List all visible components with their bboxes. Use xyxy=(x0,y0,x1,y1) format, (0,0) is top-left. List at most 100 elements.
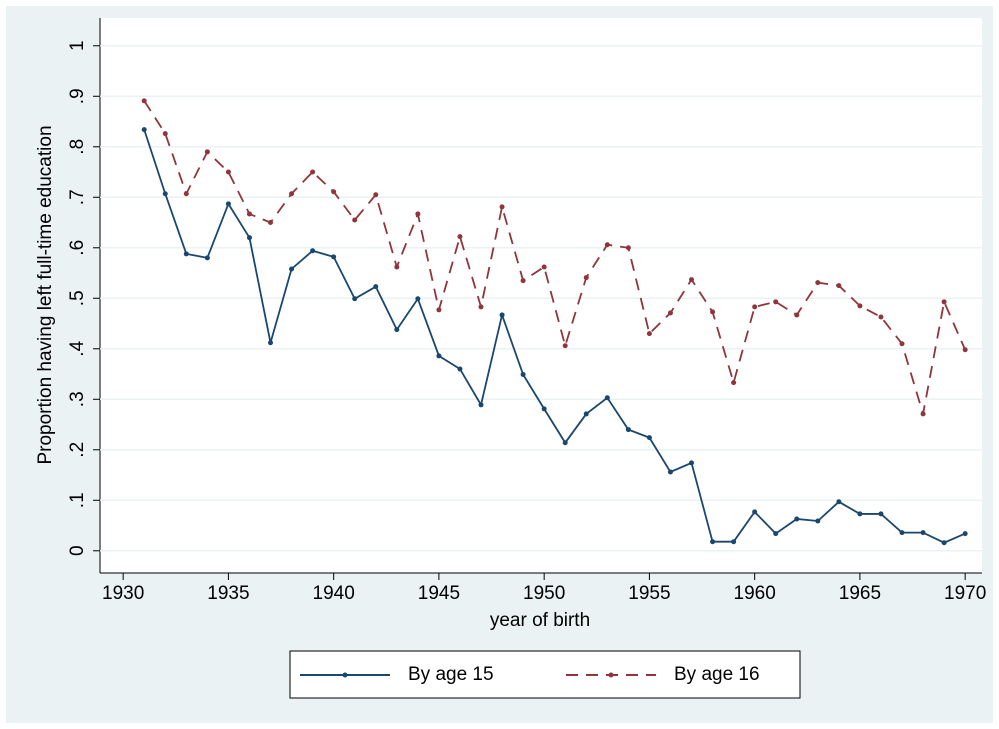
point xyxy=(225,169,231,175)
y-tick-label: .9 xyxy=(67,88,88,104)
x-tick-label: 1965 xyxy=(839,583,881,604)
point xyxy=(899,530,905,536)
point xyxy=(604,395,610,401)
point xyxy=(436,307,442,313)
y-axis-title: Proportion having left full-time educati… xyxy=(35,125,56,464)
y-tick-label: .4 xyxy=(67,340,88,356)
point xyxy=(794,516,800,522)
legend-label: By age 16 xyxy=(674,664,760,685)
point xyxy=(289,191,295,197)
point xyxy=(141,127,147,133)
y-tick-label: .5 xyxy=(67,290,88,306)
point xyxy=(289,266,295,272)
plot-area xyxy=(100,18,982,573)
x-tick-label: 1955 xyxy=(628,583,670,604)
x-tick-label: 1950 xyxy=(523,583,565,604)
point xyxy=(415,211,421,217)
point xyxy=(162,191,168,197)
point xyxy=(204,149,210,155)
point xyxy=(625,245,631,251)
point xyxy=(394,327,400,333)
point xyxy=(731,380,737,386)
point xyxy=(962,347,968,353)
point xyxy=(478,402,484,408)
point xyxy=(457,234,463,240)
point xyxy=(773,299,779,305)
point xyxy=(225,201,231,207)
point xyxy=(920,411,926,417)
point xyxy=(520,372,526,378)
point xyxy=(141,98,147,104)
y-tick-label: .3 xyxy=(67,391,88,407)
point xyxy=(499,204,505,210)
y-tick-label: .6 xyxy=(67,240,88,256)
point xyxy=(941,299,947,305)
point xyxy=(815,280,821,286)
point xyxy=(731,539,737,545)
y-tick-label: .7 xyxy=(67,189,88,205)
point xyxy=(331,254,337,260)
point xyxy=(562,343,568,349)
point xyxy=(689,460,695,466)
point xyxy=(415,296,421,302)
point xyxy=(667,310,673,316)
point xyxy=(794,312,800,318)
point xyxy=(436,353,442,359)
point xyxy=(352,217,358,223)
point xyxy=(752,509,758,515)
point xyxy=(478,304,484,310)
point xyxy=(815,518,821,524)
y-tick-label: 1 xyxy=(67,40,88,51)
point xyxy=(310,169,316,175)
series-line xyxy=(143,129,966,544)
point xyxy=(583,275,589,281)
point xyxy=(162,131,168,137)
series-line xyxy=(143,100,966,415)
y-tick-label: .8 xyxy=(67,139,88,155)
y-tick-label: .1 xyxy=(67,492,88,508)
point xyxy=(183,191,189,197)
point xyxy=(541,406,547,412)
y-tick-label: .2 xyxy=(67,442,88,458)
y-tick-label: 0 xyxy=(67,545,88,556)
legend-swatch xyxy=(342,672,348,678)
point xyxy=(667,469,673,475)
point xyxy=(499,312,505,318)
point xyxy=(773,531,779,537)
point xyxy=(183,251,189,257)
point xyxy=(562,440,568,446)
point xyxy=(689,277,695,283)
point xyxy=(878,314,884,320)
point xyxy=(836,499,842,505)
legend-label: By age 15 xyxy=(408,664,494,685)
point xyxy=(646,435,652,441)
point xyxy=(331,189,337,195)
point xyxy=(604,242,610,248)
point xyxy=(310,248,316,254)
x-tick-label: 1945 xyxy=(418,583,460,604)
point xyxy=(941,540,947,546)
x-axis-title: year of birth xyxy=(490,610,590,631)
point xyxy=(899,341,905,347)
point xyxy=(268,220,274,226)
point xyxy=(541,264,547,270)
x-tick-label: 1930 xyxy=(102,583,144,604)
point xyxy=(268,340,274,346)
x-tick-label: 1960 xyxy=(734,583,776,604)
point xyxy=(878,511,884,517)
x-tick-label: 1940 xyxy=(313,583,355,604)
point xyxy=(710,309,716,315)
point xyxy=(373,192,379,198)
point xyxy=(836,283,842,289)
point xyxy=(857,303,863,309)
point xyxy=(246,211,252,217)
point xyxy=(246,235,252,241)
point xyxy=(520,278,526,284)
x-tick-label: 1970 xyxy=(944,583,986,604)
point xyxy=(373,284,379,290)
point xyxy=(352,296,358,302)
point xyxy=(583,411,589,417)
point xyxy=(710,539,716,545)
point xyxy=(457,366,463,372)
